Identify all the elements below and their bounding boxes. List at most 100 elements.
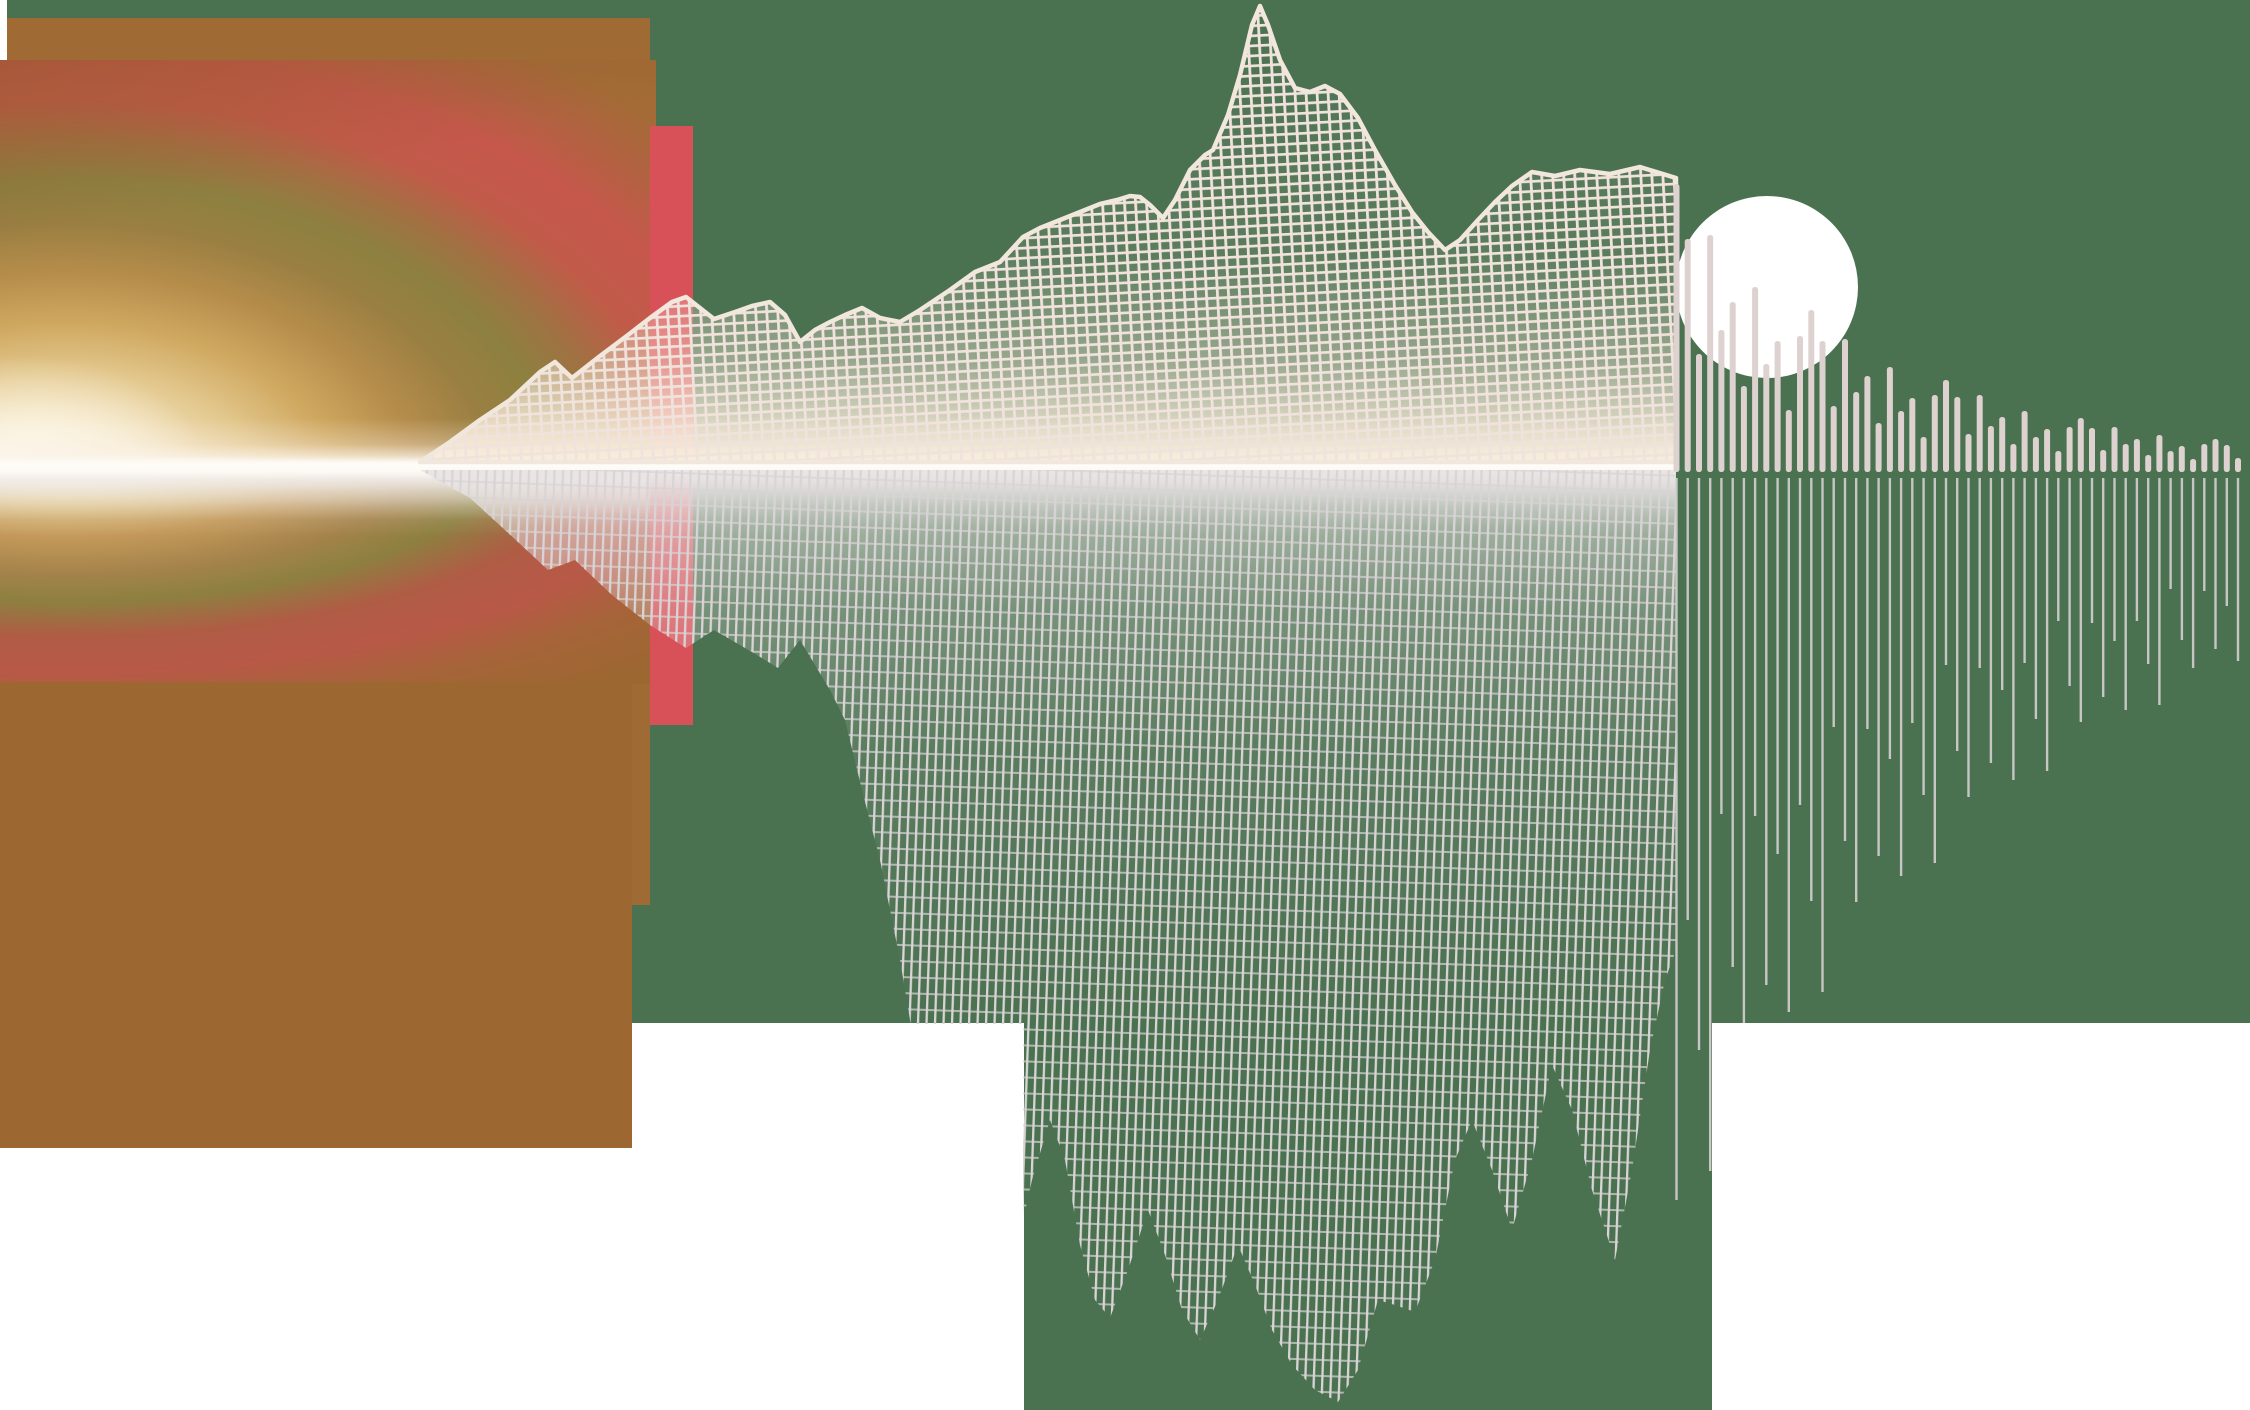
- waveform-bar-up: [2100, 450, 2107, 472]
- waveform-bar-up: [1898, 411, 1905, 472]
- waveform-bar-down: [2225, 478, 2228, 606]
- waveform-bar-down: [1877, 478, 1880, 856]
- waveform-bar-down: [1956, 478, 1959, 751]
- waveform-bar-down: [1855, 478, 1858, 902]
- waveform-bar-up: [2044, 429, 2051, 472]
- waveform-bar-down: [1720, 478, 1723, 814]
- waveform-bar-down: [1798, 478, 1802, 805]
- waveform-bar-down: [1709, 478, 1712, 1171]
- waveform-bar-down: [1843, 478, 1847, 841]
- waveform-bar-down: [1731, 478, 1734, 967]
- waveform-bar-down: [1978, 478, 1981, 668]
- waveform-bar-up: [2145, 455, 2152, 472]
- waveform-bar-down: [2124, 478, 2127, 710]
- waveform-bar-down: [2169, 478, 2172, 589]
- waveform-bar-up: [1965, 434, 1972, 472]
- waveform-bar-down: [2012, 478, 2015, 780]
- waveform-bar-down: [2068, 478, 2071, 686]
- waveform-bar-up: [1752, 287, 1759, 472]
- waveform-bar-up: [2111, 427, 2118, 472]
- waveform-bar-up: [1819, 341, 1826, 472]
- waveform-bar-up: [1999, 417, 2006, 472]
- waveform-bar-up: [1785, 410, 1792, 472]
- waveform-bar-down: [1944, 478, 1948, 665]
- waveform-bar-up: [2010, 444, 2017, 472]
- waveform-bar-down: [2135, 478, 2139, 621]
- waveform-bar-up: [2201, 444, 2208, 472]
- waveform-bar-up: [1920, 437, 1927, 472]
- waveform-bar-down: [1967, 478, 1970, 797]
- white-margin-sliver: [0, 0, 7, 60]
- waveform-bar-down: [1989, 478, 1993, 763]
- waveform-bar-up: [2089, 428, 2095, 472]
- waveform-bar-up: [1808, 310, 1815, 472]
- waveform-bar-up: [1864, 376, 1871, 472]
- waveform-bar-up: [1673, 184, 1680, 472]
- waveform-bar-up: [2021, 411, 2028, 472]
- waveform-bar-up: [1842, 339, 1848, 472]
- waveform-bar-up: [2212, 439, 2219, 472]
- brown-lower-block: [0, 682, 632, 1148]
- waveform-bar-down: [1776, 478, 1779, 854]
- waveform-bar-up: [2133, 439, 2140, 472]
- waveform-bar-down: [1888, 478, 1892, 759]
- waveform-bar-down: [1899, 478, 1903, 876]
- mountain-reflection-mesh: [420, 470, 1676, 1402]
- waveform-bar-down: [1810, 478, 1813, 901]
- waveform-bar-down: [1753, 478, 1757, 816]
- waveform-bar-up: [1763, 364, 1770, 472]
- waveform-bar-down: [2045, 478, 2049, 771]
- waveform-bar-down: [1832, 478, 1835, 727]
- waveform-bar-up: [1718, 330, 1725, 472]
- waveform-bar-up: [1696, 354, 1702, 472]
- waveform-bar-down: [2203, 478, 2206, 591]
- waveform-bar-down: [2023, 478, 2026, 663]
- waveform-bar-up: [1954, 397, 1961, 472]
- waveform-bar-down: [1765, 478, 1768, 985]
- waveform-bar-down: [1911, 478, 1914, 723]
- waveform-bar-up: [1830, 406, 1837, 472]
- wireframe-mountain-mesh: [420, 6, 1676, 462]
- waveform-bar-up: [1797, 336, 1803, 472]
- waveform-bar-up: [1909, 398, 1916, 472]
- waveform-bar-down: [1675, 478, 1678, 1200]
- waveform-bar-down: [2158, 478, 2161, 705]
- waveform-bar-down: [2079, 478, 2082, 722]
- waveform-bar-down: [2180, 478, 2184, 640]
- waveform-bar-up: [2122, 444, 2129, 472]
- waveform-bar-down: [1686, 478, 1689, 920]
- waveform-bar-down: [2090, 478, 2094, 623]
- waveform-bar-up: [2190, 459, 2197, 472]
- waveform-bar-down: [2214, 478, 2217, 649]
- waveform-bar-up: [1740, 386, 1747, 472]
- waveform-bar-up: [1886, 367, 1893, 472]
- waveform-bar-up: [1853, 392, 1860, 472]
- waveform-bar-down: [1742, 478, 1746, 1048]
- waveform-bars: [1673, 184, 2241, 1200]
- waveform-bar-down: [1697, 478, 1701, 1050]
- waveform-bar-up: [1875, 423, 1882, 472]
- waveform-bar-down: [2236, 478, 2240, 661]
- waveform-bar-up: [1707, 235, 1714, 472]
- waveform-bar-up: [1931, 395, 1938, 472]
- waveform-bar-up: [2167, 451, 2174, 472]
- waveform-bar-up: [1684, 239, 1691, 472]
- waveform-bar-up: [2223, 445, 2230, 472]
- waveform-bar-up: [2055, 451, 2062, 472]
- waveform-bar-up: [2156, 435, 2163, 472]
- waveform-bar-up: [1976, 395, 1983, 472]
- waveform-bar-down: [2034, 478, 2038, 719]
- waveform-bar-down: [1787, 478, 1790, 1012]
- waveform-bar-up: [2066, 427, 2073, 472]
- waveform-bar-down: [2102, 478, 2105, 697]
- white-corner-bottom-right: [1712, 1023, 2250, 1410]
- waveform-bar-down: [1866, 478, 1869, 729]
- wireframe-mountain-ridge: [417, 3, 1679, 465]
- waveform-bar-up: [2178, 446, 2185, 472]
- waveform-bar-up: [2032, 437, 2039, 472]
- waveform-bar-up: [1774, 341, 1781, 472]
- waveform-bar-up: [2235, 458, 2241, 472]
- moon-disc: [1676, 196, 1858, 378]
- waveform-bar-down: [2147, 478, 2150, 664]
